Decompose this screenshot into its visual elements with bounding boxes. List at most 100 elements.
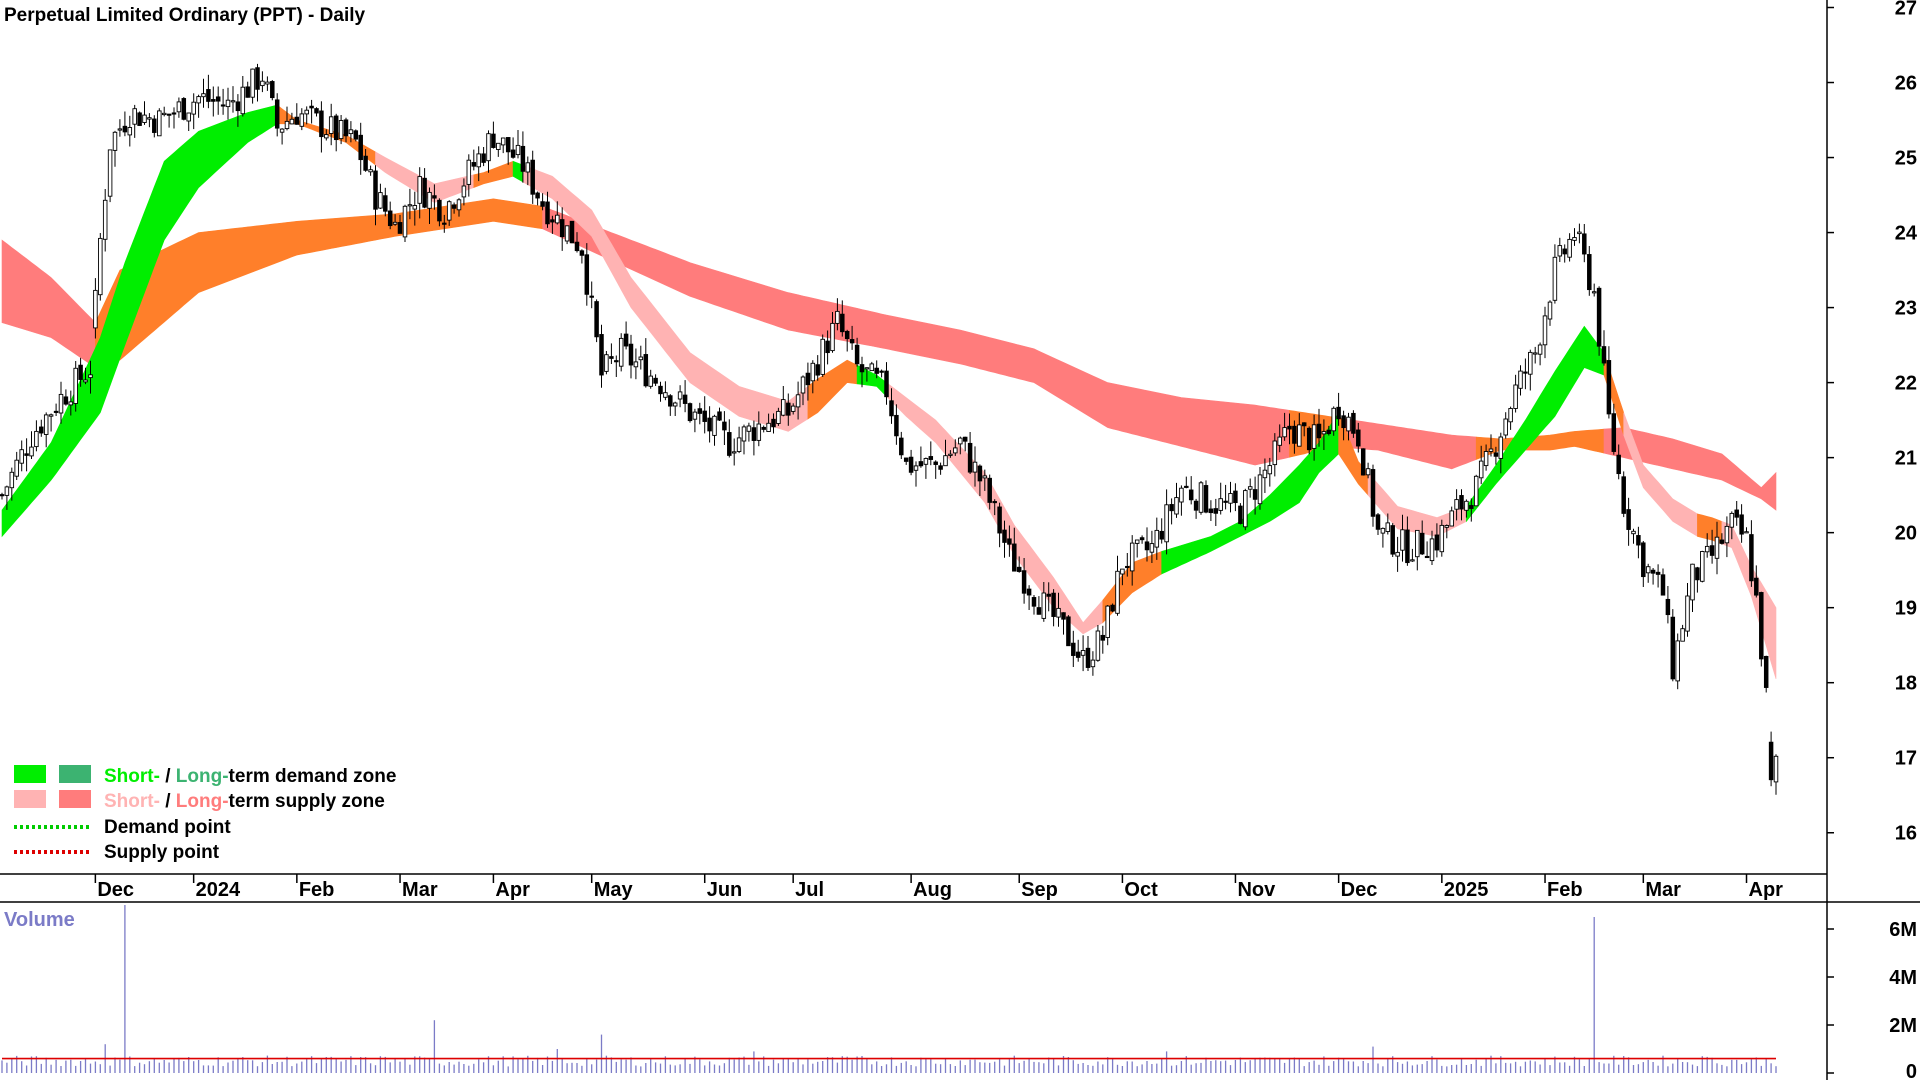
candle-up <box>958 437 963 445</box>
candle-up <box>1542 315 1548 346</box>
candle-down <box>294 116 300 125</box>
candle-up <box>466 159 472 185</box>
candle-down <box>1193 500 1199 511</box>
candle-down <box>825 340 830 354</box>
candle-up <box>1478 460 1484 479</box>
candle-down <box>181 98 187 120</box>
candle-down <box>1351 412 1356 434</box>
candle-down <box>343 119 349 137</box>
candle-down <box>1208 508 1214 514</box>
candle-down <box>1616 454 1621 475</box>
candle-down <box>1169 504 1174 512</box>
candle-up <box>407 204 413 207</box>
candle-up <box>496 142 501 150</box>
candle-down <box>992 501 997 504</box>
candle-up <box>73 367 78 404</box>
candle-down <box>933 461 938 465</box>
candle-down <box>1582 233 1587 255</box>
candle-up <box>127 127 133 136</box>
candle-down <box>122 125 128 133</box>
candle-down <box>1336 406 1341 420</box>
candle-up <box>618 337 624 367</box>
demand-legend-label: Short- / Long-term demand zone <box>104 766 396 787</box>
candle-down <box>520 145 526 172</box>
candle-up <box>1415 529 1420 558</box>
candle-down <box>1233 490 1238 504</box>
candle-up <box>1513 384 1518 409</box>
candle-up <box>1591 291 1597 294</box>
candle-down <box>1601 346 1607 364</box>
candle-down <box>997 506 1002 534</box>
candle-down <box>761 426 766 430</box>
candle-down <box>1036 607 1042 615</box>
candle-up <box>1282 427 1287 438</box>
candle-down <box>1375 514 1381 530</box>
time-tick-label: Feb <box>299 879 335 901</box>
candle-down <box>1031 597 1037 607</box>
time-tick-label: May <box>594 879 634 901</box>
candle-up <box>1365 468 1371 476</box>
price-tick-label: 20 <box>1895 523 1917 545</box>
candle-up <box>1129 542 1135 572</box>
candle-up <box>830 322 835 352</box>
candle-down <box>1223 500 1228 503</box>
candle-up <box>88 374 93 379</box>
candle-up <box>972 461 978 473</box>
candle-up <box>638 356 644 361</box>
candle-up <box>795 394 801 408</box>
candle-up <box>1724 525 1730 544</box>
candle-down <box>510 149 516 158</box>
candle-up <box>412 205 418 210</box>
candle-up <box>1773 755 1779 783</box>
candle-down <box>358 134 363 161</box>
candle-up <box>741 426 747 442</box>
candle-up <box>107 149 113 197</box>
candle-down <box>967 442 973 473</box>
candle-down <box>751 427 757 441</box>
time-tick-label: Mar <box>402 879 438 901</box>
candle-up <box>790 405 796 412</box>
candle-down <box>1709 545 1715 556</box>
candle-up <box>1198 482 1204 513</box>
candle-up <box>564 225 570 242</box>
candle-down <box>1739 514 1744 535</box>
candle-down <box>623 333 629 347</box>
candle-down <box>687 403 693 422</box>
candle-up <box>161 112 167 116</box>
candle-down <box>771 418 776 428</box>
candle-down <box>844 330 850 340</box>
time-tick-label: Jun <box>707 879 743 901</box>
candle-up <box>48 414 54 417</box>
candle-up <box>820 338 825 375</box>
candle-up <box>1454 499 1459 510</box>
candle-down <box>235 101 241 112</box>
candle-up <box>1498 436 1504 459</box>
candle-down <box>373 170 378 210</box>
candle-up <box>1729 512 1735 528</box>
candle-up <box>299 113 305 127</box>
candle-down <box>387 210 393 227</box>
candle-up <box>1243 490 1248 528</box>
candle-up <box>98 237 103 296</box>
candle-down <box>1655 571 1661 575</box>
demand-long-swatch <box>59 765 91 783</box>
candle-down <box>938 465 943 470</box>
candle-down <box>1459 495 1464 510</box>
candle-up <box>19 449 24 464</box>
candle-down <box>1051 592 1056 617</box>
candle-up <box>102 199 108 240</box>
candle-down <box>879 370 884 373</box>
candle-up <box>756 423 762 441</box>
candle-down <box>1665 598 1671 616</box>
candle-up <box>486 133 491 162</box>
price-tick-label: 21 <box>1895 448 1917 470</box>
candle-down <box>152 118 157 133</box>
candle-up <box>1297 424 1302 447</box>
candle-down <box>1523 371 1528 374</box>
volume-tick-label: 0 <box>1906 1061 1917 1080</box>
candle-down <box>363 155 368 171</box>
candle-down <box>1252 489 1258 500</box>
candle-down <box>530 159 535 195</box>
candle-down <box>786 402 791 416</box>
volume-tick-label: 6M <box>1889 919 1917 941</box>
